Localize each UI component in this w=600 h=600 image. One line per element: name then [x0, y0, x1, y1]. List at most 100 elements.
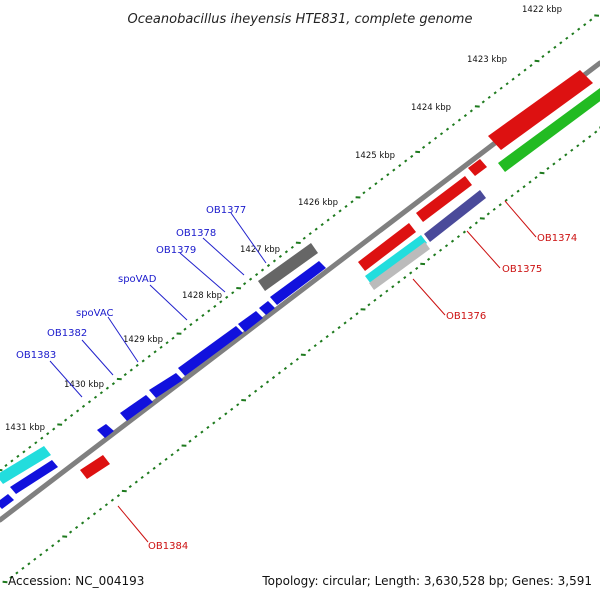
minor-tick: [493, 91, 497, 95]
minor-tick: [128, 484, 132, 489]
minor-tick: [517, 73, 521, 77]
minor-tick: [349, 316, 353, 320]
minor-tick: [146, 471, 150, 475]
minor-tick: [201, 313, 205, 318]
minor-tick: [248, 394, 252, 398]
minor-tick: [266, 263, 271, 268]
minor-tick: [176, 448, 180, 452]
minor-tick: [534, 176, 538, 180]
minor-tick: [553, 45, 557, 49]
minor-tick: [456, 235, 461, 239]
gene-label[interactable]: spoVAC: [76, 308, 114, 319]
gene-label[interactable]: OB1384: [148, 541, 188, 552]
minor-tick: [283, 366, 287, 371]
gene-arrow: [149, 373, 183, 398]
minor-tick: [469, 109, 473, 113]
gene-arrow: [80, 455, 110, 479]
minor-tick: [463, 114, 467, 118]
minor-tick: [392, 168, 396, 172]
minor-tick: [158, 462, 162, 466]
minor-tick: [254, 389, 258, 393]
gene-label[interactable]: OB1377: [206, 205, 246, 216]
minor-tick: [397, 280, 401, 284]
ruler-label: 1422 kbp: [522, 5, 562, 15]
minor-tick: [314, 227, 318, 231]
minor-tick: [510, 194, 514, 198]
minor-tick: [152, 466, 156, 470]
minor-tick: [21, 566, 25, 570]
minor-tick: [110, 498, 115, 502]
minor-tick: [63, 418, 68, 422]
minor-tick: [74, 525, 79, 530]
minor-tick: [319, 339, 323, 343]
minor-tick: [409, 271, 413, 275]
gene-label[interactable]: OB1382: [47, 328, 87, 339]
minor-tick: [337, 325, 341, 330]
minor-tick: [123, 372, 127, 377]
gene-arrow: [270, 261, 326, 305]
minor-tick: [546, 166, 550, 170]
gene-arrow: [365, 235, 427, 284]
minor-tick: [52, 427, 56, 431]
minor-tick: [570, 148, 574, 152]
gene-arrow: [10, 460, 58, 494]
gene-labels: OB1377 OB1378 OB1379 spoVAD spoVAC OB138…: [16, 205, 577, 552]
ruler-label: 1424 kbp: [411, 103, 451, 113]
minor-tick: [140, 475, 144, 480]
minor-tick: [432, 253, 437, 257]
gene-label[interactable]: spoVAD: [118, 274, 157, 285]
gene-label[interactable]: OB1374: [537, 233, 577, 244]
minor-tick: [290, 245, 294, 249]
minor-tick: [129, 368, 133, 372]
gene-label[interactable]: OB1383: [16, 350, 56, 361]
minor-tick: [332, 214, 336, 218]
minor-tick: [362, 191, 366, 195]
minor-tick: [27, 562, 31, 566]
gene-label[interactable]: OB1376: [446, 311, 486, 322]
minor-tick: [313, 344, 317, 348]
minor-tick: [344, 204, 348, 208]
map-title: Oceanobacillus iheyensis HTE831, complet…: [128, 12, 473, 27]
minor-tick: [230, 407, 234, 411]
minor-tick: [255, 272, 259, 277]
minor-tick: [487, 95, 491, 99]
minor-tick: [75, 409, 80, 413]
gene-label[interactable]: OB1375: [502, 264, 542, 275]
minor-tick: [486, 212, 490, 216]
minor-tick: [213, 304, 217, 308]
minor-tick: [582, 139, 586, 143]
minor-tick: [320, 223, 324, 227]
minor-tick: [104, 503, 109, 507]
minor-tick: [51, 544, 55, 548]
minor-tick: [153, 350, 157, 354]
minor-tick: [98, 507, 103, 511]
minor-tick: [260, 384, 264, 389]
minor-tick: [194, 434, 198, 439]
minor-tick: [571, 32, 575, 36]
minor-tick: [589, 18, 593, 22]
minor-tick: [588, 135, 592, 139]
minor-tick: [499, 86, 503, 90]
minor-tick: [457, 118, 461, 122]
minor-tick: [22, 450, 26, 454]
minor-tick: [481, 100, 485, 104]
minor-tick: [284, 250, 288, 254]
minor-tick: [576, 144, 580, 148]
minor-tick: [379, 294, 383, 298]
minor-tick: [404, 159, 408, 163]
gene-arrow: [0, 446, 51, 484]
minor-tick: [277, 371, 282, 375]
gene-label[interactable]: OB1378: [176, 228, 216, 239]
minor-tick: [410, 154, 414, 158]
minor-tick: [33, 557, 37, 561]
gene-arrow: [358, 223, 416, 271]
gene-label[interactable]: OB1379: [156, 245, 196, 256]
minor-tick: [583, 23, 587, 27]
minor-tick: [529, 64, 533, 68]
ruler-label: 1428 kbp: [182, 291, 222, 301]
summary-text: Topology: circular; Length: 3,630,528 bp…: [261, 574, 592, 588]
minor-tick: [505, 82, 509, 86]
minor-tick: [45, 548, 49, 552]
minor-tick: [69, 413, 74, 418]
